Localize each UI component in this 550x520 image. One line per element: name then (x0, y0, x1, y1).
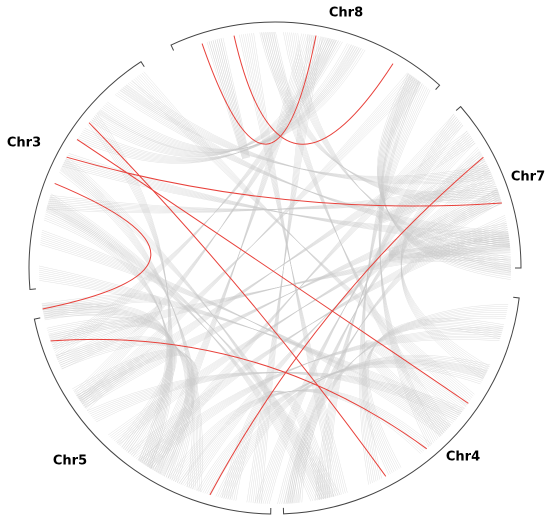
red-link (201, 35, 317, 145)
chromosome-arcs (28, 21, 522, 515)
gray-link (167, 390, 421, 479)
red-link (50, 338, 427, 450)
gray-link (383, 83, 511, 275)
gray-link (93, 37, 328, 156)
red-link (66, 156, 502, 207)
gray-link (41, 229, 442, 436)
chromosome-arc (282, 296, 520, 515)
chromosome-label: Chr3 (7, 136, 41, 151)
red-link (209, 156, 484, 496)
gray-link (124, 86, 510, 245)
chromosome-label: Chr7 (511, 170, 545, 185)
gray-link (50, 194, 500, 210)
gray-link (107, 49, 366, 150)
red-links (42, 35, 502, 496)
chromosome-arc (28, 60, 145, 290)
gray-link (215, 362, 484, 497)
gray-link (83, 76, 413, 406)
gray-link (137, 217, 506, 461)
chromosome-label: Chr4 (446, 450, 480, 465)
gray-link (49, 196, 312, 502)
gray-link (38, 265, 453, 424)
chromosome-arc (455, 105, 522, 269)
chromosome-label: Chr5 (53, 454, 87, 469)
red-link (88, 122, 387, 477)
links (38, 31, 512, 505)
gray-link (277, 159, 485, 505)
gray-link (78, 81, 420, 400)
chromosome-label: Chr8 (329, 6, 363, 21)
red-link (42, 182, 152, 310)
gray-link (80, 78, 417, 403)
red-link (233, 35, 394, 145)
gray-link (48, 245, 510, 336)
gray-link (253, 32, 334, 497)
gray-link (212, 39, 246, 159)
gray-link (95, 114, 170, 463)
red-link (76, 139, 469, 404)
gray-link (189, 171, 491, 489)
gray-link (143, 71, 467, 407)
chromosome-arc (33, 317, 272, 515)
gray-link (196, 366, 481, 491)
gray-link (254, 142, 476, 504)
gray-link (76, 143, 476, 397)
gray-link (125, 84, 511, 247)
chromosome-arc (170, 21, 441, 90)
gray-link (147, 35, 317, 467)
gray-link (47, 205, 168, 461)
gray-link (86, 372, 456, 421)
gray-link (65, 158, 193, 488)
